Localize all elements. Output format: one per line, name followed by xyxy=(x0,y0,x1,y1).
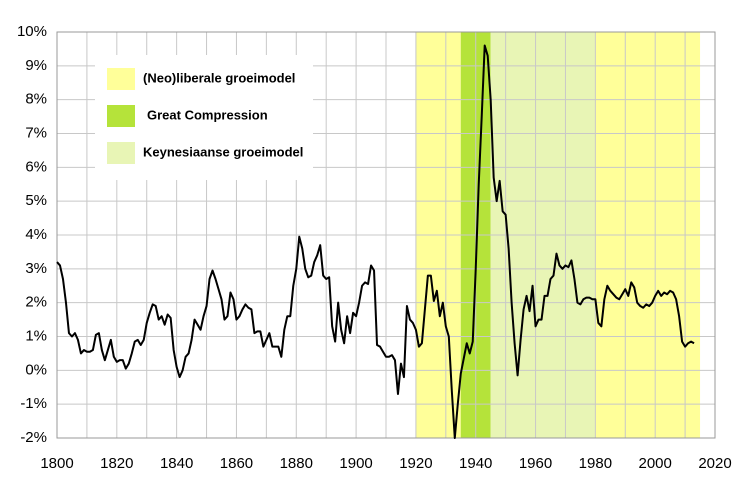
y-tick-label: 0% xyxy=(25,361,47,378)
legend-swatch xyxy=(107,105,135,127)
y-tick-label: 10% xyxy=(17,23,47,40)
legend-label: Great Compression xyxy=(147,107,268,122)
y-tick-label: -1% xyxy=(20,395,47,412)
x-tick-label: 1860 xyxy=(220,455,253,472)
x-tick-label: 1900 xyxy=(339,455,372,472)
y-tick-label: 6% xyxy=(25,158,47,175)
x-tick-label: 1980 xyxy=(579,455,612,472)
x-tick-label: 1880 xyxy=(280,455,313,472)
legend-swatch xyxy=(107,68,135,90)
x-tick-label: 1800 xyxy=(40,455,73,472)
x-tick-label: 1960 xyxy=(519,455,552,472)
y-tick-label: 9% xyxy=(25,57,47,74)
legend-label: Keynesiaanse groeimodel xyxy=(143,144,303,159)
plot-border xyxy=(56,31,716,439)
data-line xyxy=(56,44,695,439)
legend-label: (Neo)liberale groeimodel xyxy=(143,70,295,85)
y-tick-label: 8% xyxy=(25,91,47,108)
legend-swatch xyxy=(107,142,135,164)
x-tick-label: 1840 xyxy=(160,455,193,472)
y-tick-label: 1% xyxy=(25,327,47,344)
y-tick-label: 5% xyxy=(25,192,47,209)
y-tick-label: 2% xyxy=(25,294,47,311)
y-tick-label: 7% xyxy=(25,124,47,141)
x-tick-label: 1940 xyxy=(459,455,492,472)
y-tick-label: -2% xyxy=(20,429,47,446)
y-tick-label: 3% xyxy=(25,260,47,277)
y-tick-label: 4% xyxy=(25,226,47,243)
x-tick-label: 2000 xyxy=(638,455,671,472)
x-tick-label: 1820 xyxy=(100,455,133,472)
x-tick-label: 1920 xyxy=(399,455,432,472)
x-tick-label: 2020 xyxy=(698,455,731,472)
